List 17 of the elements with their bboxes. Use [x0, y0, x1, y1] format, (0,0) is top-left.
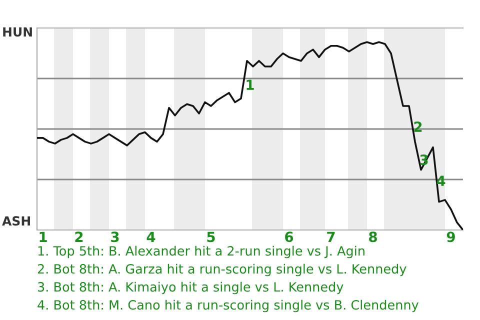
x-tick-label: 8	[369, 232, 377, 242]
x-tick-label: 3	[111, 232, 119, 242]
annotation: 1	[246, 80, 254, 90]
text: 3. Bot 8th: A. Kimaiyo hit a single vs L. Kennedy	[38, 282, 344, 294]
x-tick-label: 7	[327, 232, 335, 242]
text: HUN	[3, 27, 32, 37]
x-tick-label: 9	[446, 232, 455, 242]
text: 2. Bot 8th: A. Garza hit a run-scoring single vs L. Kennedy	[38, 264, 406, 276]
x-tick-label: 5	[207, 232, 215, 242]
text: 1. Top 5th: B. Alexander hit a 2-run single vs J. Agin	[38, 246, 364, 258]
text: 4. Bot 8th: M. Cano hit a run-scoring single vs B. Clendenny	[38, 300, 418, 312]
annotation: 2	[414, 122, 422, 132]
x-tick-label: 6	[285, 232, 294, 242]
x-tick-label: 1	[40, 232, 47, 242]
x-tick-label: 2	[75, 232, 83, 242]
x-tick-label: 4	[146, 232, 156, 242]
text: ASH	[2, 216, 30, 226]
